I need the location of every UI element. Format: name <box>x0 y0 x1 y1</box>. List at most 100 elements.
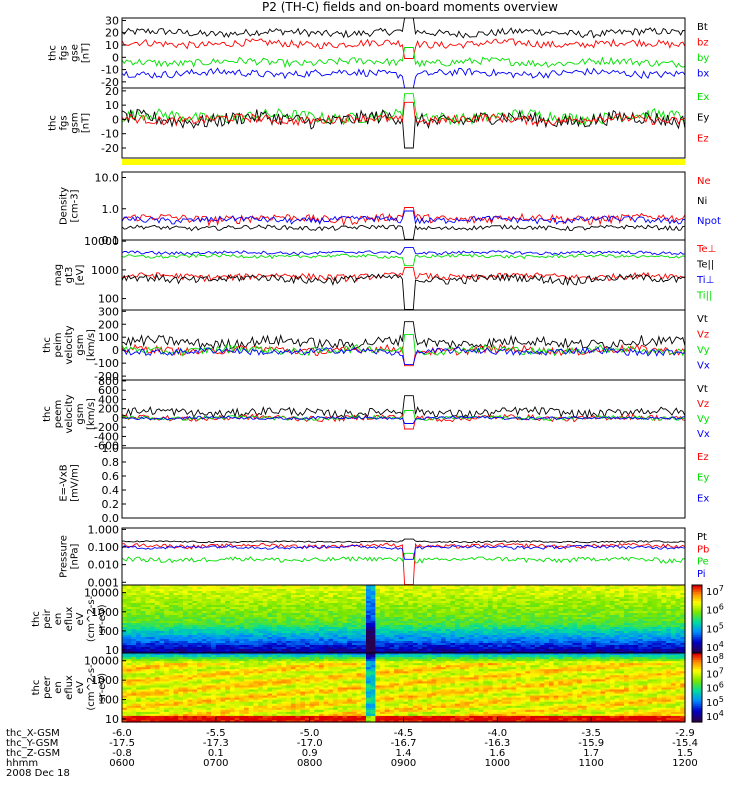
heatmap-cell <box>159 617 165 620</box>
heatmap-cell <box>525 625 531 628</box>
heatmap-cell <box>670 647 677 650</box>
heatmap-cell <box>347 595 353 598</box>
heatmap-cell <box>258 649 264 652</box>
heatmap-cell <box>403 589 409 592</box>
heatmap-cell <box>168 663 175 666</box>
heatmap-cell <box>154 635 161 638</box>
heatmap-cell <box>478 619 484 622</box>
series-line-Pb <box>121 542 686 586</box>
heatmap-cell <box>295 615 301 618</box>
heatmap-cell <box>337 611 344 614</box>
heatmap-cell <box>183 677 189 680</box>
heatmap-cell <box>548 597 555 600</box>
heatmap-cell <box>403 637 409 640</box>
heatmap-cell <box>164 633 170 636</box>
heatmap-cell <box>328 615 334 618</box>
heatmap-cell <box>126 687 132 691</box>
heatmap-cell <box>567 591 573 594</box>
heatmap-cell <box>314 597 320 600</box>
heatmap-cell <box>145 675 151 678</box>
heatmap-cell <box>370 609 376 612</box>
heatmap-cell <box>628 605 634 608</box>
heatmap-cell <box>605 601 611 604</box>
heatmap-cell <box>558 601 564 604</box>
heatmap-cell <box>267 617 273 620</box>
heatmap-cell <box>319 635 325 638</box>
heatmap-cell <box>290 621 297 624</box>
heatmap-cell <box>168 633 175 636</box>
heatmap-cell <box>168 720 175 723</box>
heatmap-cell <box>605 587 611 590</box>
heatmap-cell <box>563 587 569 590</box>
heatmap-cell <box>187 609 193 612</box>
heatmap-cell <box>553 615 559 618</box>
heatmap-cell <box>591 641 597 644</box>
heatmap-cell <box>483 587 489 590</box>
heatmap-cell <box>164 703 170 707</box>
heatmap-cell <box>136 585 142 588</box>
heatmap-cell <box>197 637 203 640</box>
heatmap-cell <box>281 597 287 600</box>
heatmap-cell <box>408 613 414 616</box>
heatmap-cell <box>215 627 222 630</box>
heatmap-cell <box>328 587 334 590</box>
heatmap-cell <box>164 613 170 616</box>
heatmap-cell <box>122 671 128 674</box>
heatmap-cell <box>619 629 625 632</box>
heatmap-cell <box>403 619 409 622</box>
heatmap-cell <box>497 635 503 638</box>
heatmap-cell <box>408 595 414 598</box>
y-tick-label: 100 <box>98 293 119 306</box>
heatmap-cell <box>211 621 217 624</box>
heatmap-cell <box>201 701 208 705</box>
heatmap-cell <box>201 715 208 719</box>
heatmap-cell <box>192 587 198 590</box>
heatmap-cell <box>642 641 649 644</box>
heatmap-cell <box>136 647 142 650</box>
heatmap-cell <box>389 593 395 596</box>
heatmap-cell <box>539 623 545 626</box>
heatmap-cell <box>187 585 193 588</box>
heatmap-cell <box>234 595 240 598</box>
heatmap-cell <box>164 587 170 590</box>
heatmap-cell <box>600 649 606 652</box>
series-line-Vy <box>121 334 686 357</box>
heatmap-cell <box>197 649 203 652</box>
heatmap-cell <box>633 603 639 606</box>
heatmap-cell <box>201 587 208 590</box>
heatmap-cell <box>422 617 428 620</box>
heatmap-cell <box>220 621 226 624</box>
heatmap-cell <box>220 585 226 588</box>
y-tick-label: 0.4 <box>102 484 120 497</box>
heatmap-cell <box>178 615 184 618</box>
heatmap-cell <box>122 703 128 707</box>
heatmap-cell <box>436 613 442 616</box>
heatmap-cell <box>581 613 588 616</box>
heatmap-cell <box>530 637 536 640</box>
heatmap-cell <box>337 605 344 608</box>
heatmap-cell <box>431 605 437 608</box>
heatmap-cell <box>215 609 222 612</box>
heatmap-cell <box>136 671 142 674</box>
heatmap-cell <box>126 683 132 686</box>
heatmap-cell <box>173 633 179 636</box>
heatmap-cell <box>530 589 536 592</box>
heatmap-cell <box>145 657 151 660</box>
heatmap-cell <box>248 631 254 634</box>
heatmap-cell <box>356 595 362 598</box>
heatmap-cell <box>173 595 179 598</box>
heatmap-cell <box>159 701 165 705</box>
heatmap-cell <box>666 613 672 616</box>
heatmap-cell <box>492 585 498 588</box>
heatmap-cell <box>295 633 301 636</box>
heatmap-cell <box>290 645 297 648</box>
heatmap-cell <box>159 711 165 715</box>
heatmap-cell <box>220 601 226 604</box>
heatmap-cell <box>126 681 132 684</box>
heatmap-cell <box>366 597 372 600</box>
heatmap-cell <box>642 627 649 630</box>
heatmap-cell <box>473 613 480 616</box>
heatmap-cell <box>215 657 222 660</box>
heatmap-cell <box>581 589 588 592</box>
heatmap-cell <box>436 645 442 648</box>
